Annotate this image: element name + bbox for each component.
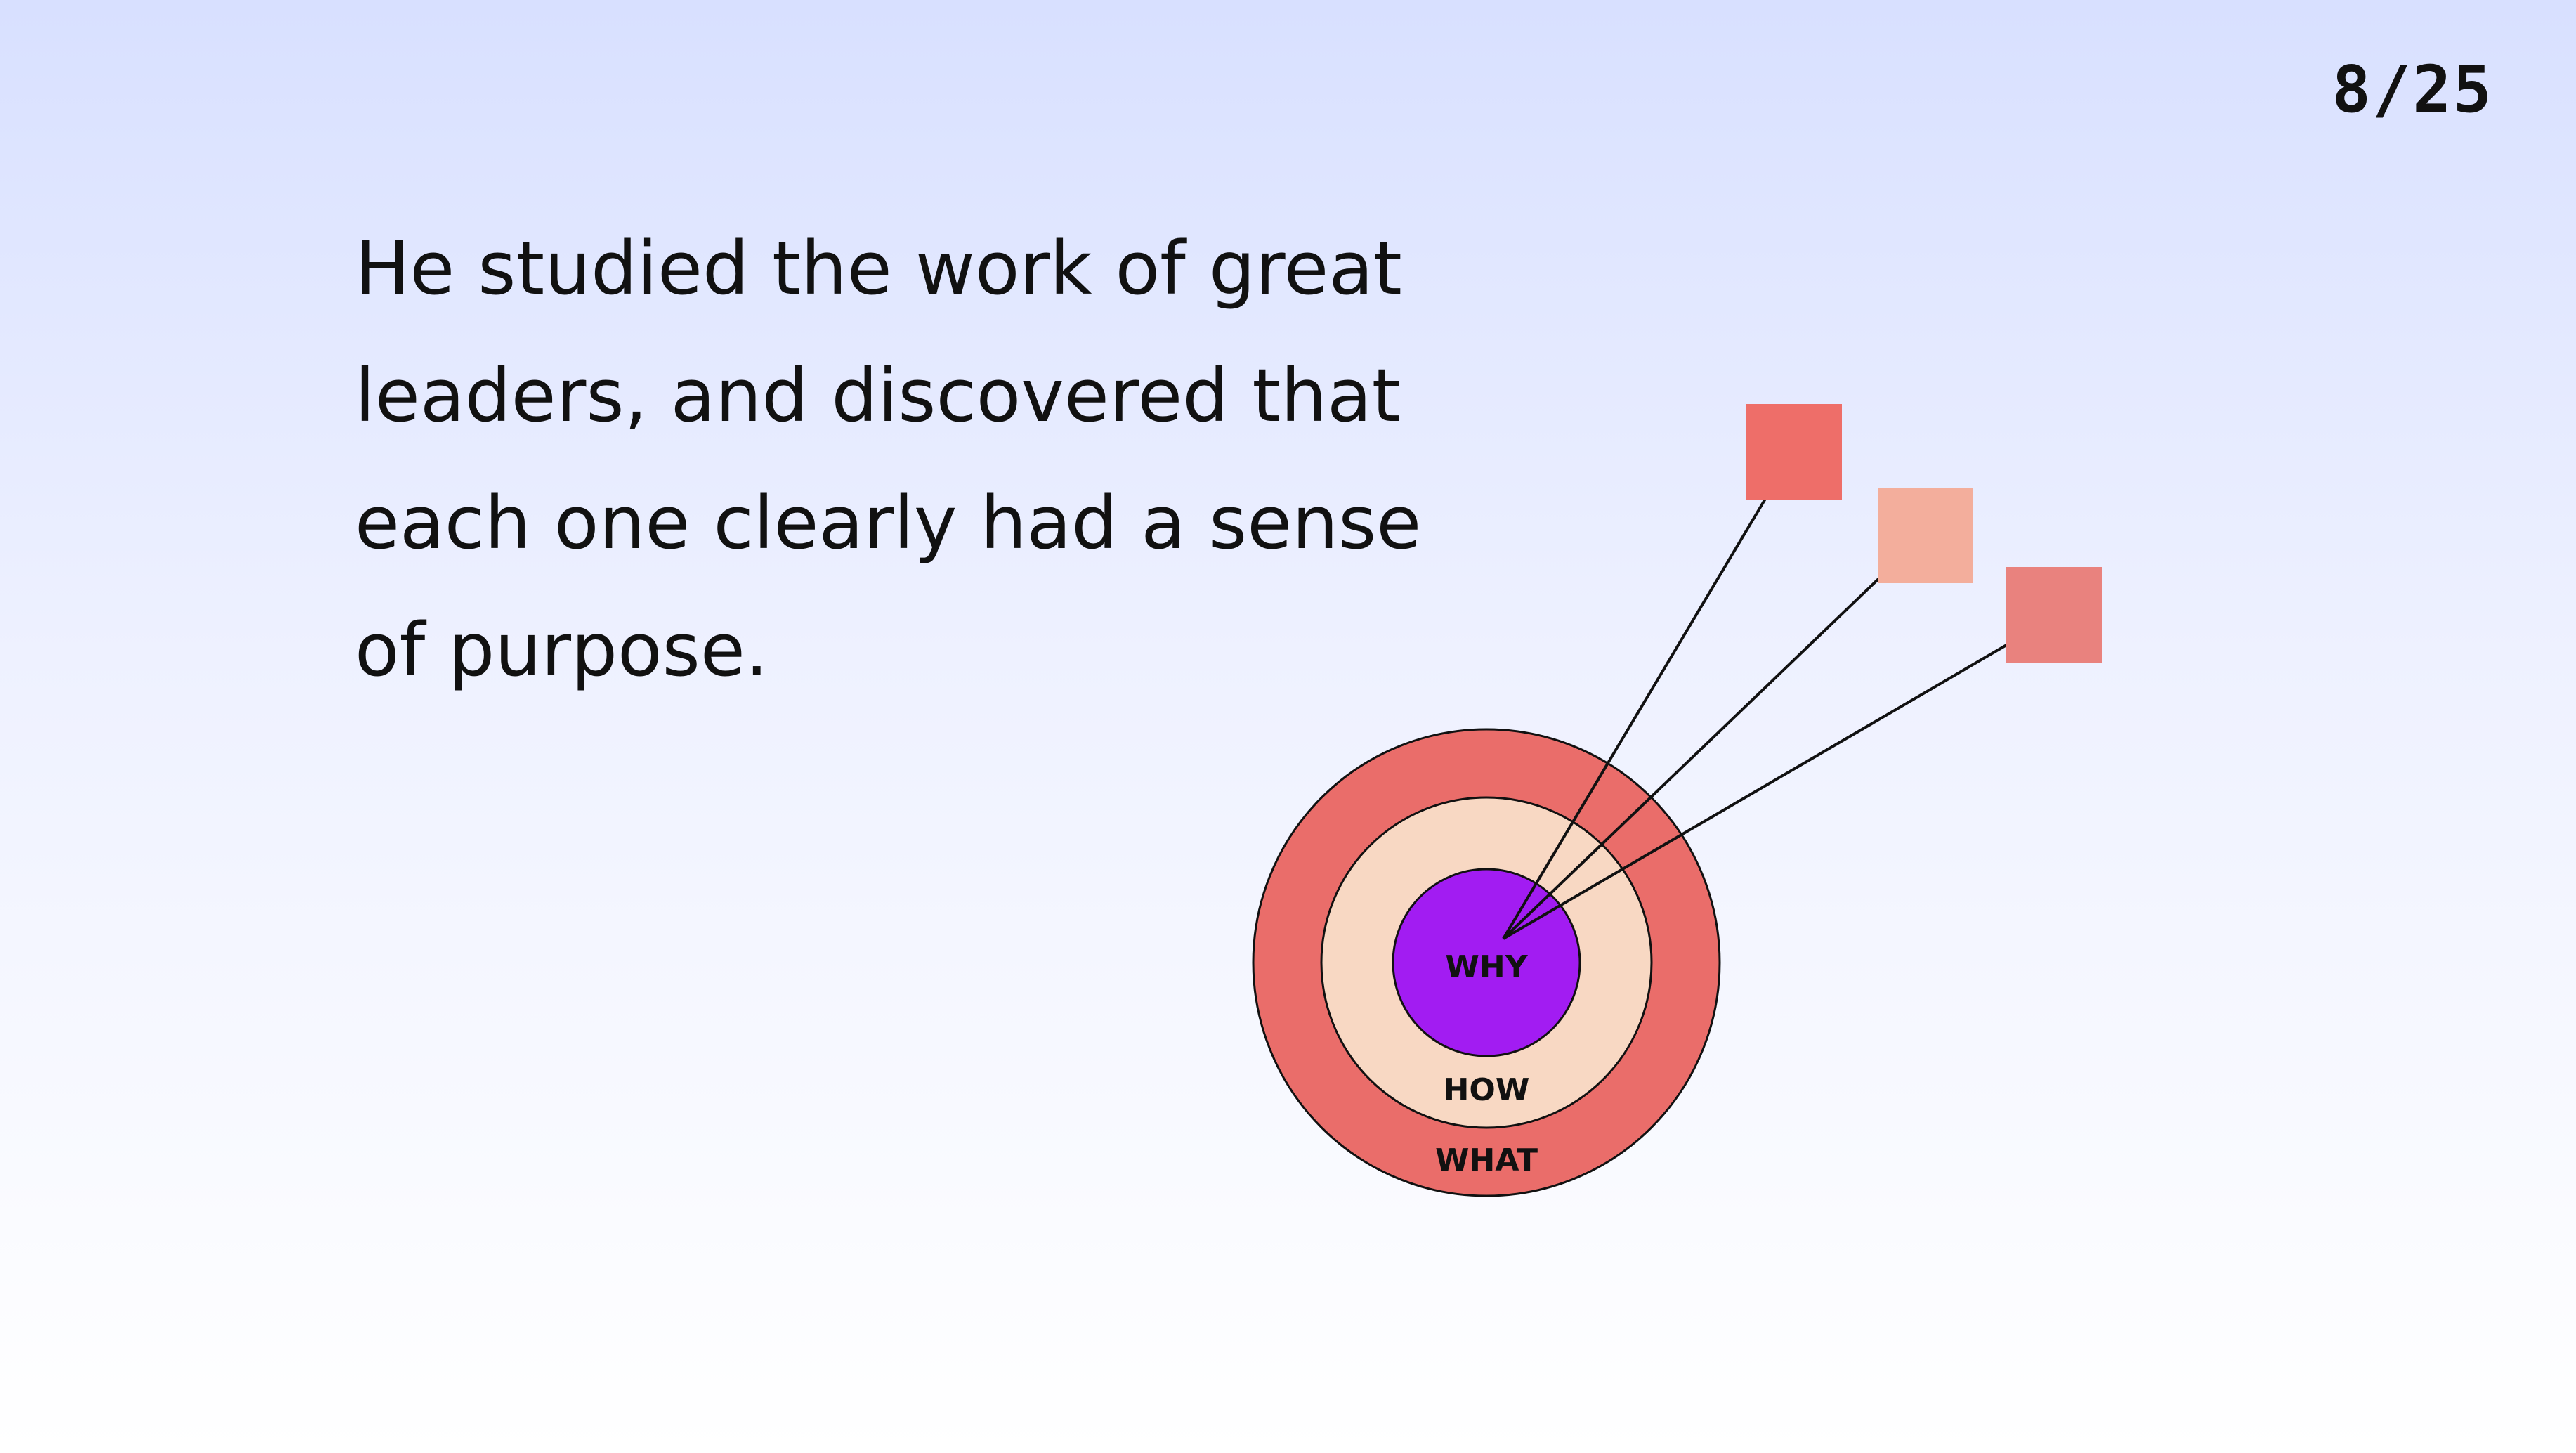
connector-line-1 [1502,497,1767,940]
slide-body-text: He studied the work of great leaders, an… [355,226,1422,693]
square-3 [2006,567,2102,663]
what-label: WHAT [1435,1142,1538,1178]
connector-line-3 [1502,643,2009,940]
why-ring [1392,868,1581,1057]
how-label: HOW [1444,1072,1530,1108]
connector-line-2 [1502,577,1881,940]
square-2 [1878,488,1973,583]
why-label: WHY [1445,949,1528,985]
square-1 [1746,404,1842,500]
page-counter: 8/25 [2332,52,2493,127]
